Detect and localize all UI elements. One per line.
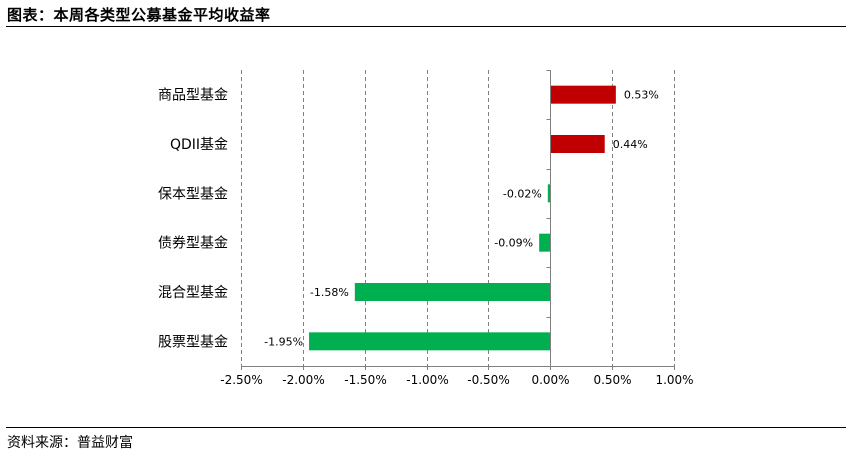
bar-0 (550, 85, 616, 104)
x-tick-label: -2.00% (282, 373, 324, 387)
category-label: 股票型基金 (158, 333, 228, 350)
bar-1 (550, 135, 605, 153)
category-label: 债券型基金 (158, 235, 228, 252)
value-label: 0.44% (613, 138, 648, 151)
value-label: 0.53% (624, 89, 659, 102)
value-label: -0.09% (494, 237, 533, 250)
bar-5 (309, 332, 551, 351)
x-tick-label: -0.50% (467, 373, 509, 387)
value-label: -0.02% (503, 187, 542, 200)
bars (309, 85, 616, 351)
x-tick-label: 1.00% (655, 373, 693, 387)
x-tick-label: -1.00% (406, 373, 448, 387)
category-label: QDII基金 (170, 136, 228, 153)
grid-lines (241, 70, 675, 366)
bar-4 (354, 283, 551, 301)
value-label: -1.95% (264, 335, 303, 348)
x-tick-label: -1.50% (344, 373, 386, 387)
labels: 商品型基金 0.53% QDII基金 0.44% 保本型基金 -0.02% 债券型基金 -0.… (158, 87, 659, 351)
category-label: 商品型基金 (158, 87, 228, 104)
x-tick-label: 0.00% (531, 373, 569, 387)
chart-title: 图表：本周各类型公募基金平均收益率 (7, 6, 271, 24)
title-rule (6, 26, 846, 27)
source-note: 资料来源：普益财富 (7, 435, 133, 451)
x-tick-label: -2.50% (220, 373, 262, 387)
x-tick-label: 0.50% (593, 373, 631, 387)
category-label: 保本型基金 (158, 185, 228, 202)
axis: -2.50% -2.00% -1.50% -1.00% -0.50% 0.00% 0.50%… (220, 70, 694, 387)
bar-2 (547, 184, 551, 203)
category-label: 混合型基金 (158, 284, 228, 301)
source-rule (6, 427, 846, 428)
bar-3 (539, 233, 551, 252)
value-label: -1.58% (310, 286, 349, 299)
